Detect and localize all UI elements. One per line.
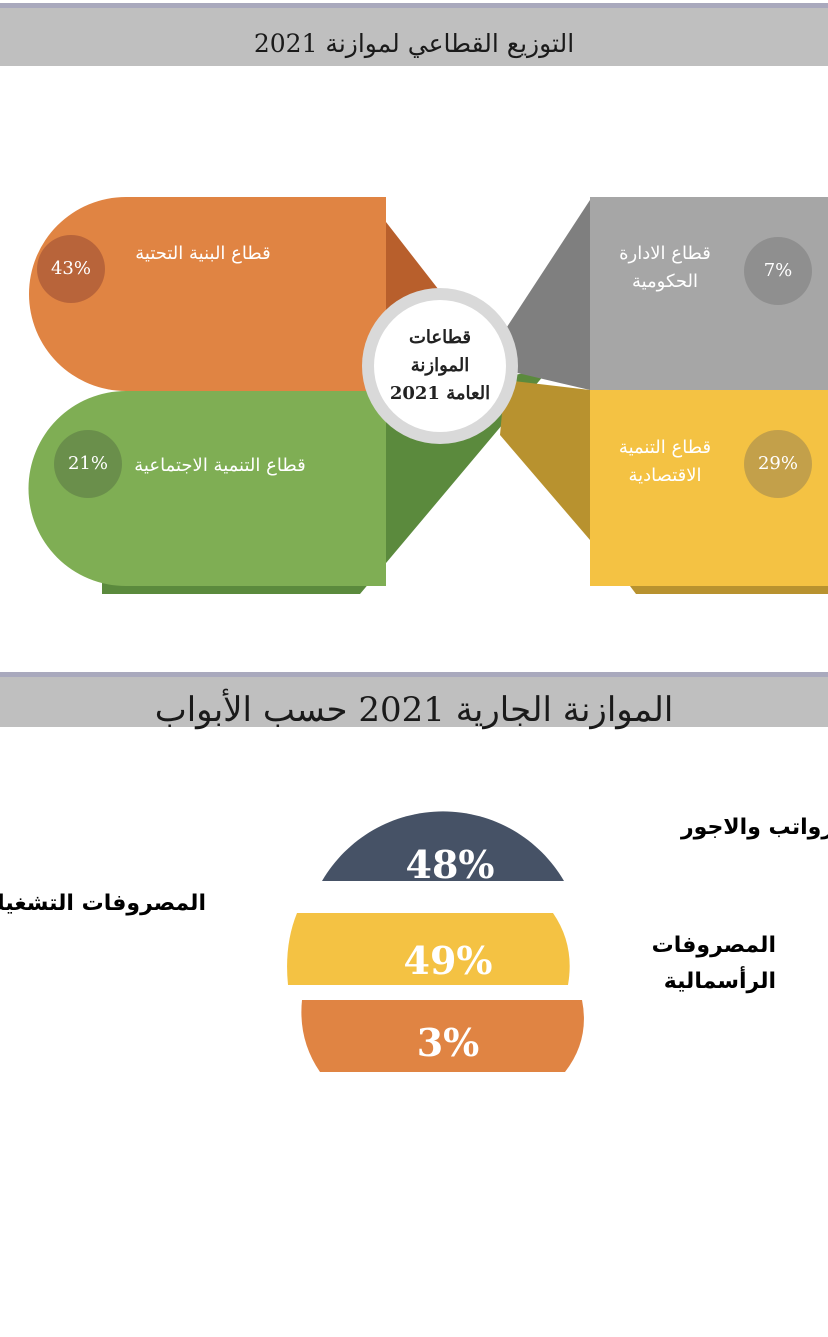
green-segment (28, 391, 387, 586)
section-title-current-budget: الموازنة الجارية 2021 حسب الأبواب (0, 672, 828, 730)
capital-value: 3% (416, 1020, 480, 1065)
section-title-text: الموازنة الجارية 2021 حسب الأبواب (154, 690, 674, 730)
salaries-segment (322, 811, 564, 881)
operating-segment (287, 913, 570, 985)
value-badge-infrastructure: 43% (37, 235, 105, 303)
segment-label-economic: قطاع التنمية الاقتصادية (618, 437, 712, 486)
segment-label-government: قطاع الادارة الحكومية (619, 243, 711, 292)
operating-value: 49% (403, 938, 493, 983)
salaries-value: 48% (405, 842, 495, 887)
sector-infographic (28, 197, 828, 594)
yellow-connector (500, 380, 590, 540)
budget-chapters-infographic (287, 811, 584, 1072)
segment-label-social: قطاع التنمية الاجتماعية (134, 455, 306, 476)
yellow-shadow (630, 586, 828, 594)
caption-salaries: رواتب والاجور (680, 815, 828, 840)
section-title-sector-distribution: التوزيع القطاعي لموازنة 2021 (0, 3, 828, 66)
orange-segment (29, 197, 386, 391)
value-badge-social: 21% (54, 430, 122, 498)
section-title-text: التوزيع القطاعي لموازنة 2021 (253, 29, 575, 58)
gray-connector (505, 200, 590, 390)
value-badge-government: 7% (744, 237, 812, 305)
capital-segment (301, 1000, 584, 1072)
value-badge-economic: 29% (744, 430, 812, 498)
center-hub: قطاعات الموازنة العامة 2021 (362, 288, 518, 444)
segment-label-infrastructure: قطاع البنية التحتية (135, 243, 271, 264)
caption-capital: المصروفات الرأسمالية (651, 933, 776, 994)
center-hub-text: قطاعات الموازنة العامة 2021 (374, 300, 506, 432)
caption-operating: المصروفات التشغيلية (0, 891, 206, 916)
